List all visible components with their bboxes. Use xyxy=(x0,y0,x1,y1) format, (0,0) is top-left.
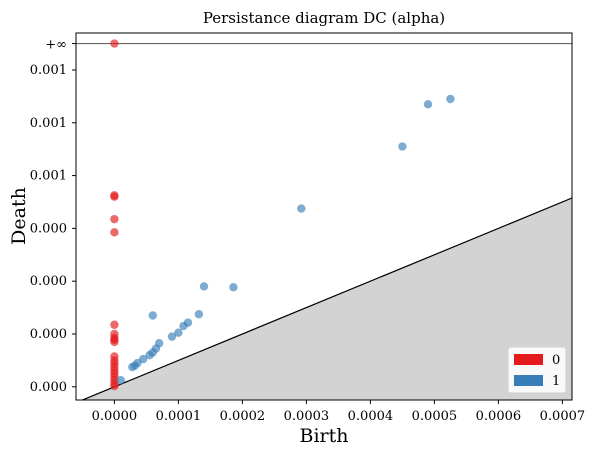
y-tick-label: 0.000 xyxy=(30,274,67,289)
scatter-points xyxy=(110,39,455,391)
y-axis-ticks: 0.000 0.000 0.000 0.000 0.001 0.001 0.001 xyxy=(30,43,76,395)
y-tick-label: 0.000 xyxy=(30,327,67,342)
point-dim-1 xyxy=(167,332,177,341)
x-axis-label: Birth xyxy=(300,425,349,447)
y-tick-label: 0.000 xyxy=(30,221,67,236)
legend-label-1: 1 xyxy=(552,374,560,389)
y-tick-label: 0.001 xyxy=(30,116,67,131)
point-dim-1 xyxy=(199,282,209,291)
x-tick-label: 0.0005 xyxy=(412,409,458,424)
x-tick-label: 0.0000 xyxy=(92,409,138,424)
chart-title: Persistance diagram DC (alpha) xyxy=(203,9,445,27)
x-tick-label: 0.0004 xyxy=(348,409,394,424)
point-dim-0 xyxy=(110,228,119,237)
point-dim-1 xyxy=(194,309,204,319)
legend-swatch-0 xyxy=(514,354,543,365)
point-dim-1 xyxy=(128,362,137,372)
x-tick-label: 0.0006 xyxy=(476,409,522,424)
x-axis-ticks: 0.0000 0.0001 0.0002 0.0003 0.0004 0.0005 0.00… xyxy=(92,400,586,424)
point-dim-0 xyxy=(110,192,119,201)
point-dim-1 xyxy=(116,375,126,385)
point-dim-0 xyxy=(110,337,119,347)
y-axis-label: Death xyxy=(8,187,30,245)
point-dim-0 xyxy=(110,320,119,329)
plot-frame xyxy=(75,32,573,401)
legend-label-0: 0 xyxy=(552,353,560,368)
point-dim-1 xyxy=(174,328,183,337)
y-tick-label: 0.000 xyxy=(30,380,67,395)
point-dim-1 xyxy=(297,204,306,213)
legend: 0 1 xyxy=(507,346,567,394)
x-tick-label: 0.0007 xyxy=(540,409,586,424)
x-tick-label: 0.0002 xyxy=(220,409,266,424)
point-dim-0 xyxy=(110,381,119,391)
point-dim-1 xyxy=(446,94,455,104)
point-dim-1 xyxy=(423,100,433,109)
point-dim-1 xyxy=(179,321,188,331)
point-dim-1 xyxy=(398,142,407,151)
point-dim-1 xyxy=(148,311,157,320)
x-tick-label: 0.0001 xyxy=(156,409,202,424)
point-dim-0 xyxy=(110,214,119,224)
point-dim-0 xyxy=(110,39,119,48)
y-tick-label: 0.001 xyxy=(30,169,67,184)
infinity-tick-label: +∞ xyxy=(45,38,67,53)
point-dim-1 xyxy=(229,283,238,292)
x-tick-label: 0.0003 xyxy=(284,409,330,424)
y-tick-label: 0.001 xyxy=(30,63,67,78)
point-dim-1 xyxy=(145,350,154,360)
legend-swatch-1 xyxy=(514,375,543,386)
